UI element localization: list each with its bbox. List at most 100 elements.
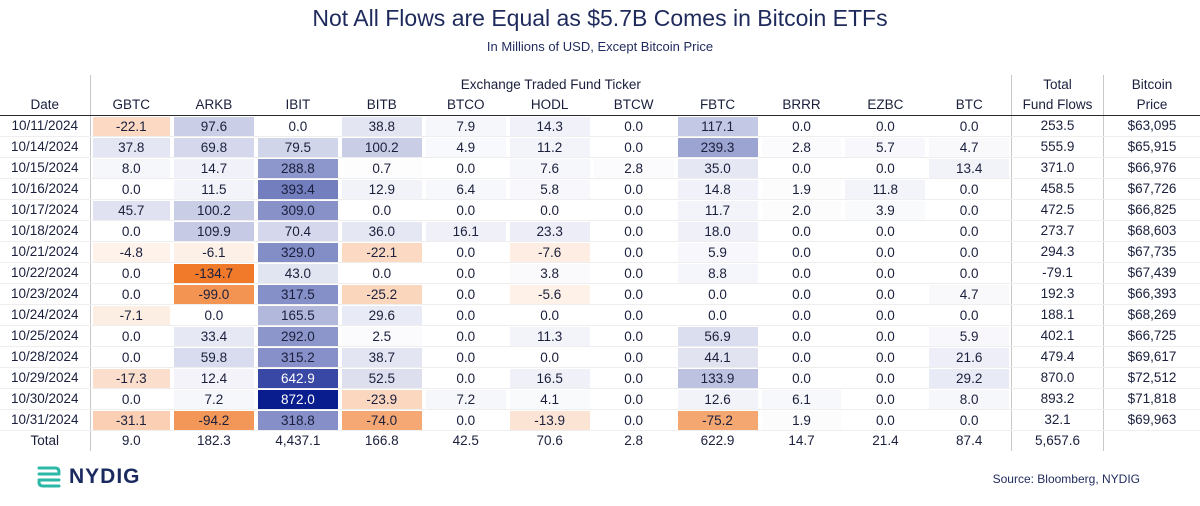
- table-row: 10/14/2024 37.8 69.8 79.5 100.2 4.9 11.2 0.0 239…: [0, 136, 1200, 158]
- flow-value: 12.4: [173, 368, 254, 388]
- flow-cell-ibit: 642.9: [255, 367, 340, 389]
- flow-value: 0.0: [257, 116, 338, 136]
- table-row: 10/11/2024 -22.1 97.6 0.0 38.8 7.9 14.3 0.0 117.…: [0, 115, 1200, 137]
- flow-cell-bitb: 2.5: [339, 325, 424, 347]
- flow-value: 35.0: [677, 158, 758, 178]
- row-bitcoin-price: $72,512: [1103, 367, 1200, 389]
- flow-value: 79.5: [257, 137, 338, 157]
- row-date: 10/31/2024: [0, 409, 91, 431]
- column-header-arkb: ARKB: [171, 95, 256, 116]
- row-bitcoin-price: $67,439: [1103, 262, 1200, 284]
- flow-cell-btco: 0.0: [423, 367, 508, 389]
- flow-value: 21.6: [929, 347, 1009, 367]
- row-bitcoin-price: $71,818: [1103, 388, 1200, 410]
- flow-value: 45.7: [92, 200, 170, 220]
- flow-cell-btco: 0.0: [423, 199, 508, 221]
- flow-cell-brrr: 0.0: [759, 262, 844, 284]
- flow-value: 100.2: [341, 137, 422, 157]
- table-row: 10/28/2024 0.0 59.8 315.2 38.7 0.0 0.0 0.0 44.1 0…: [0, 346, 1200, 368]
- column-header-bitb: BITB: [339, 95, 424, 116]
- flow-cell-bitb: -25.2: [339, 283, 424, 305]
- table-row: 10/29/2024 -17.3 12.4 642.9 52.5 0.0 16.5 0.0 13…: [0, 367, 1200, 389]
- flow-cell-bitb: 38.8: [339, 115, 424, 137]
- flow-value: 0.0: [845, 116, 926, 136]
- flow-cell-fbtc: 0.0: [675, 304, 760, 326]
- flow-cell-fbtc: 239.3: [675, 136, 760, 158]
- flow-value: 0.0: [425, 410, 506, 430]
- flow-value: 0.0: [92, 326, 170, 346]
- flow-value: 0.0: [425, 368, 506, 388]
- row-date: 10/29/2024: [0, 367, 91, 389]
- column-header-total-line2: Fund Flows: [1011, 95, 1105, 116]
- total-btco: 42.5: [423, 430, 508, 451]
- flow-value: 0.0: [509, 347, 590, 367]
- table-row: 10/15/2024 8.0 14.7 288.8 0.7 0.0 7.6 2.8 35.0 0.…: [0, 157, 1200, 179]
- column-header-hodl: HODL: [507, 95, 592, 116]
- column-header-price-line2: Price: [1103, 95, 1200, 116]
- flow-value: 0.0: [593, 179, 674, 199]
- row-bitcoin-price: $67,735: [1103, 241, 1200, 263]
- flow-value: 29.6: [341, 305, 422, 325]
- flow-cell-btc: 0.0: [927, 409, 1012, 431]
- flow-cell-hodl: -13.9: [507, 409, 592, 431]
- flow-value: 0.0: [929, 263, 1009, 283]
- flow-value: -7.1: [92, 305, 170, 325]
- flow-value: -75.2: [677, 410, 758, 430]
- flow-cell-arkb: 0.0: [171, 304, 256, 326]
- flow-cell-btco: 0.0: [423, 325, 508, 347]
- flow-cell-ezbc: 0.0: [843, 115, 928, 137]
- flow-cell-bitb: 29.6: [339, 304, 424, 326]
- flow-value: 0.0: [593, 263, 674, 283]
- table-row: 10/18/2024 0.0 109.9 70.4 36.0 16.1 23.3 0.0 18.…: [0, 220, 1200, 242]
- flow-value: 0.0: [845, 158, 926, 178]
- flow-cell-ezbc: 0.0: [843, 367, 928, 389]
- column-header-btco: BTCO: [423, 95, 508, 116]
- flow-cell-ezbc: 0.0: [843, 157, 928, 179]
- flow-cell-bitb: 38.7: [339, 346, 424, 368]
- flow-value: 0.0: [761, 326, 842, 346]
- flow-cell-btcw: 0.0: [591, 367, 676, 389]
- etf-flows-table: Exchange Traded Fund Ticker Total Bitcoi…: [0, 75, 1200, 451]
- flow-value: 0.0: [593, 116, 674, 136]
- flow-cell-ezbc: 0.0: [843, 346, 928, 368]
- flow-value: 0.0: [92, 389, 170, 409]
- flow-value: 0.0: [92, 263, 170, 283]
- flow-cell-bitb: -22.1: [339, 241, 424, 263]
- flow-value: 0.0: [593, 326, 674, 346]
- flow-cell-arkb: -134.7: [171, 262, 256, 284]
- flow-cell-gbtc: -4.8: [89, 241, 172, 263]
- flow-cell-bitb: 52.5: [339, 367, 424, 389]
- flow-value: 0.0: [593, 284, 674, 304]
- flow-cell-btc: 0.0: [927, 262, 1012, 284]
- flow-value: 0.0: [761, 116, 842, 136]
- nydig-logo-icon: [37, 466, 61, 488]
- flow-cell-fbtc: 0.0: [675, 283, 760, 305]
- row-date: 10/28/2024: [0, 346, 91, 368]
- column-header-fbtc: FBTC: [675, 95, 760, 116]
- flow-value: 0.0: [593, 200, 674, 220]
- flow-cell-bitb: -23.9: [339, 388, 424, 410]
- flow-value: 5.7: [845, 137, 926, 157]
- total-hodl: 70.6: [507, 430, 592, 451]
- flow-value: 70.4: [257, 221, 338, 241]
- flow-cell-brrr: 0.0: [759, 241, 844, 263]
- flow-value: 0.0: [425, 158, 506, 178]
- row-date: 10/23/2024: [0, 283, 91, 305]
- flow-cell-ibit: 165.5: [255, 304, 340, 326]
- flow-cell-fbtc: 133.9: [675, 367, 760, 389]
- row-date: 10/16/2024: [0, 178, 91, 200]
- flow-value: 0.0: [593, 221, 674, 241]
- flow-cell-fbtc: 11.7: [675, 199, 760, 221]
- flow-cell-ibit: 315.2: [255, 346, 340, 368]
- flow-value: -5.6: [509, 284, 590, 304]
- row-bitcoin-price: $68,603: [1103, 220, 1200, 242]
- flow-cell-arkb: -94.2: [171, 409, 256, 431]
- flow-cell-ibit: 309.0: [255, 199, 340, 221]
- flow-cell-brrr: 0.0: [759, 304, 844, 326]
- flow-value: 7.6: [509, 158, 590, 178]
- flow-value: 2.0: [761, 200, 842, 220]
- flow-value: -7.6: [509, 242, 590, 262]
- flow-value: 12.9: [341, 179, 422, 199]
- flow-cell-ibit: 288.8: [255, 157, 340, 179]
- table-row: 10/24/2024 -7.1 0.0 165.5 29.6 0.0 0.0 0.0 0.0 0.…: [0, 304, 1200, 326]
